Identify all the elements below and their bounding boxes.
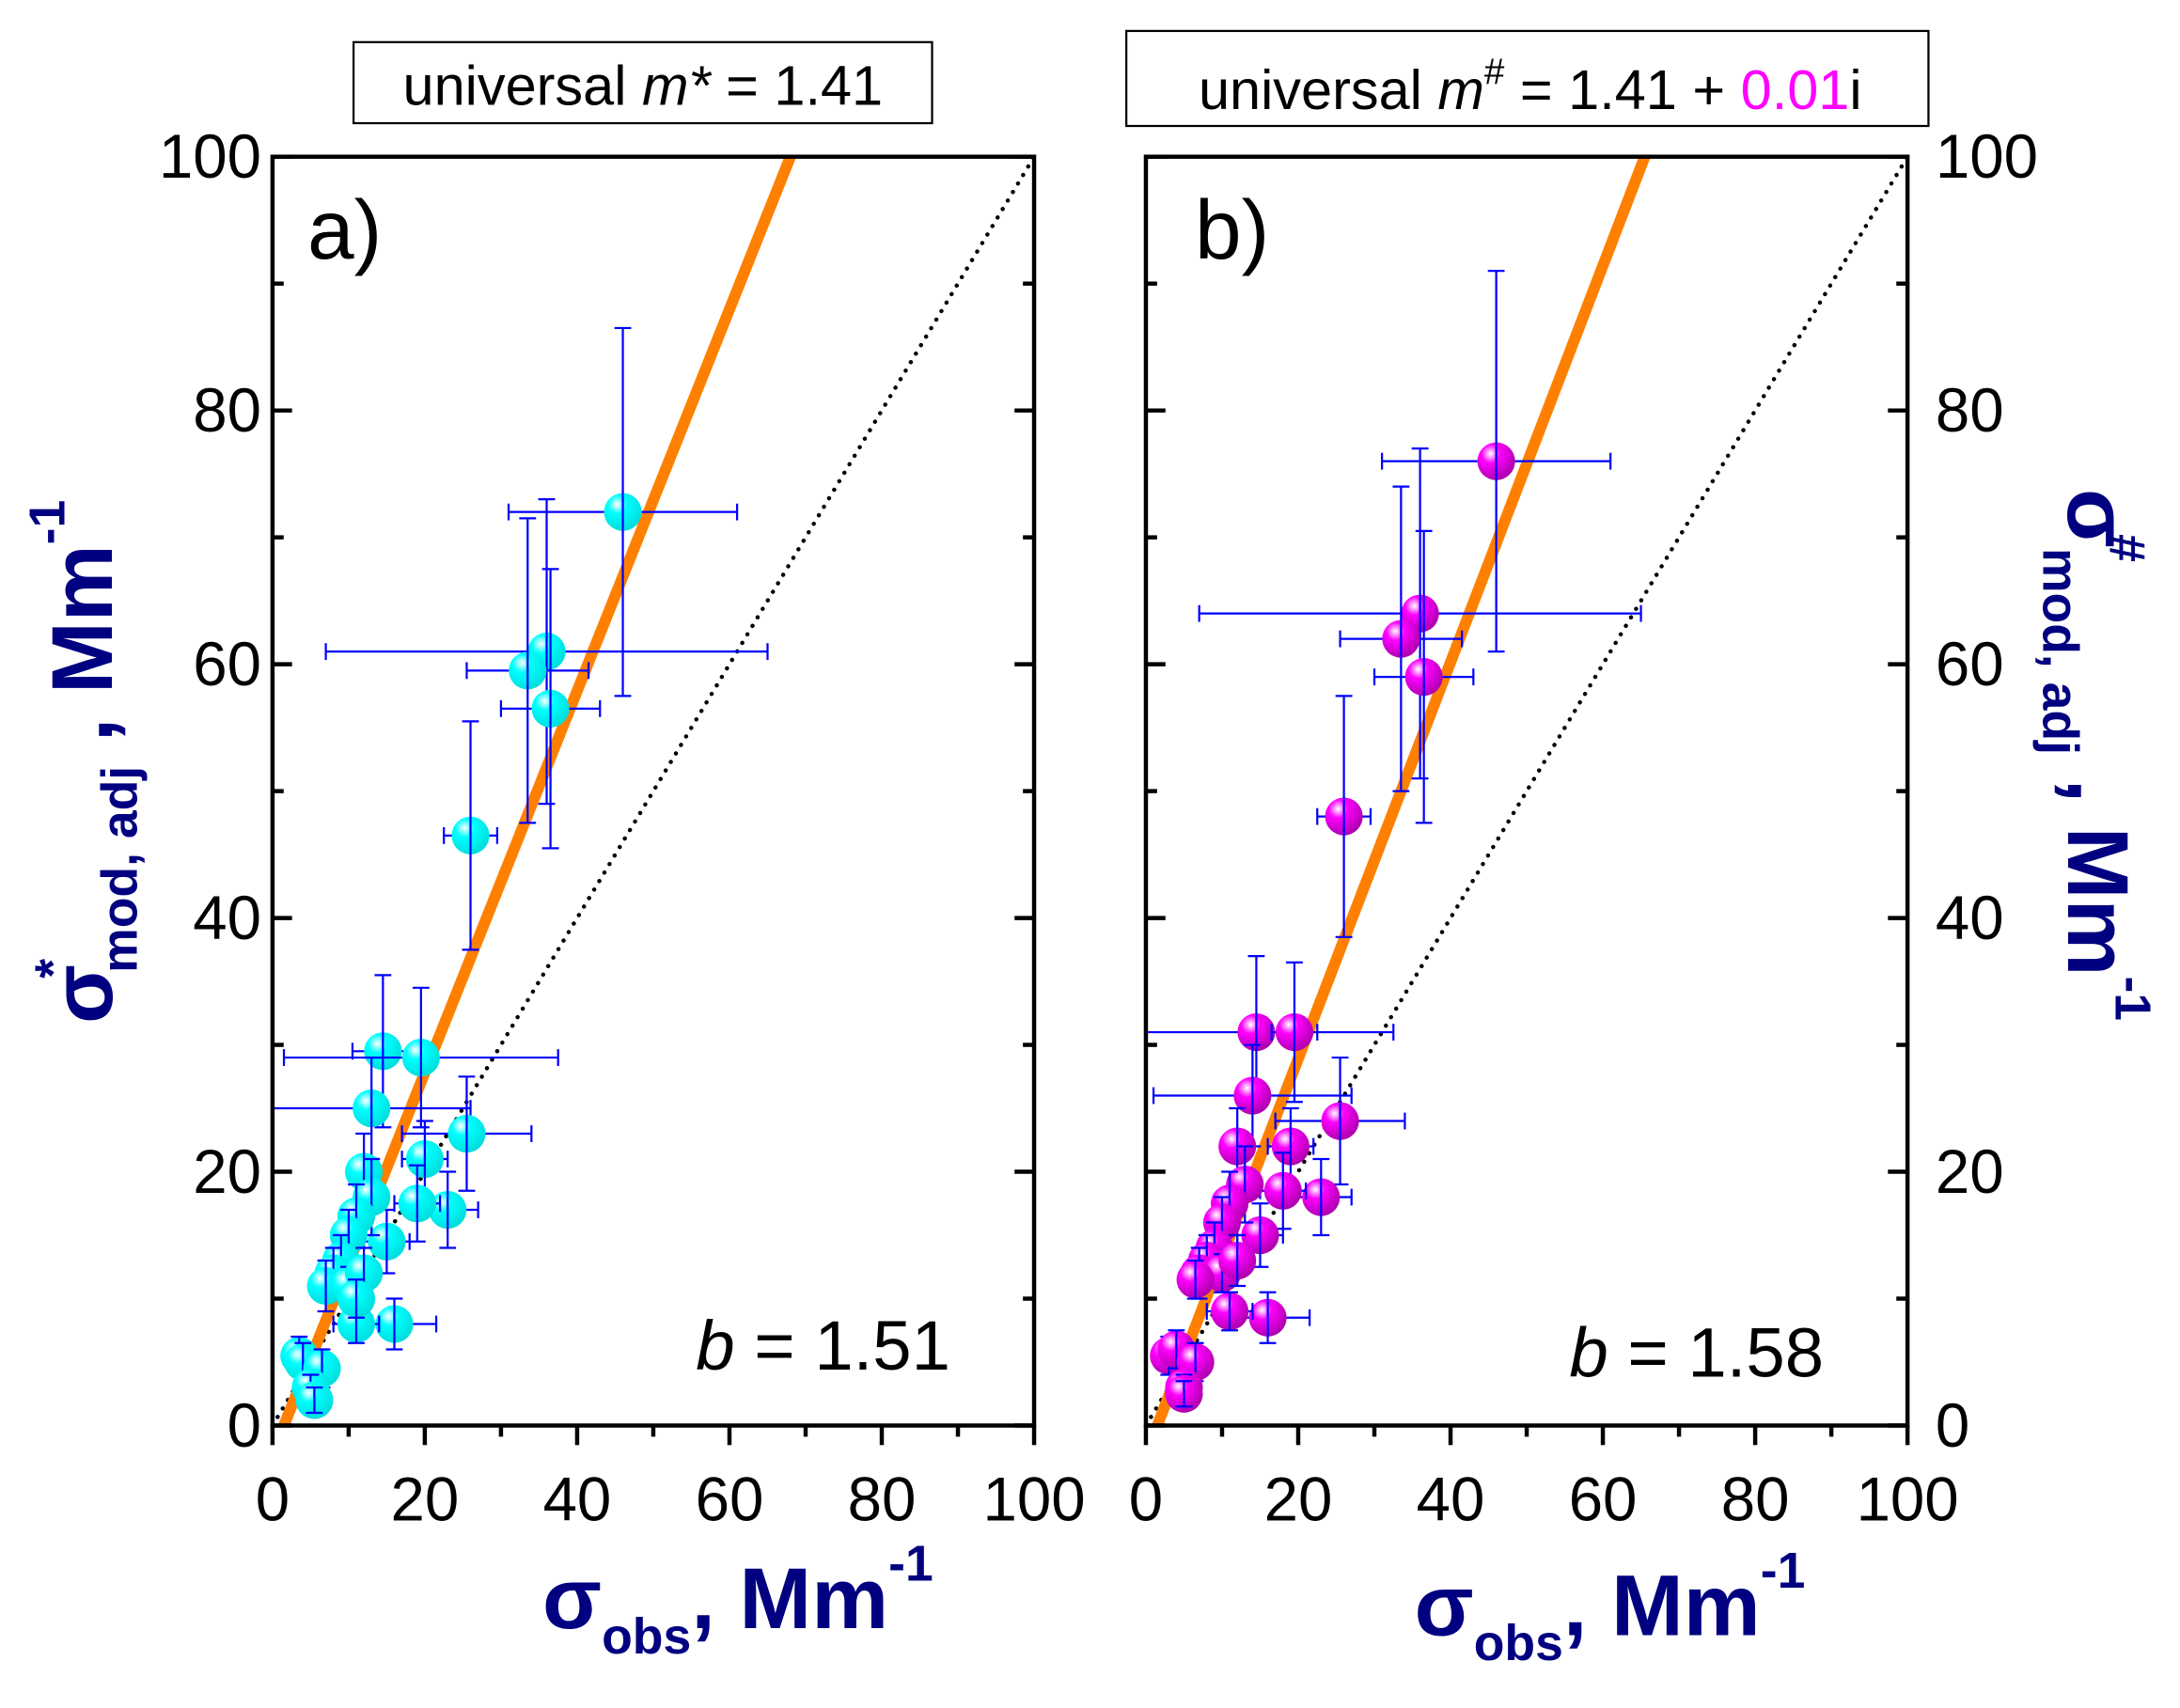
data-point — [1144, 954, 1395, 1110]
x-tick-label: 100 — [982, 1465, 1085, 1534]
x-tick-label: 80 — [1721, 1465, 1790, 1534]
data-point — [1259, 1152, 1308, 1230]
x-tick-label: 0 — [256, 1465, 290, 1534]
data-point — [324, 498, 769, 806]
data-point — [465, 517, 590, 824]
y-tick-label: 20 — [1936, 1137, 2004, 1206]
panel-label-b: b) — [1195, 182, 1269, 276]
panel-a: 0 20 40 60 80 100 0 20 40 60 80 100 — [159, 122, 1086, 1534]
title-rest: = 1.41 + — [1504, 58, 1740, 121]
title-prefix: universal — [403, 55, 642, 118]
title-imag: 0.01 — [1741, 58, 1850, 121]
y-axis-title-a: σ* mod, adj , Mm-1 — [20, 500, 148, 1024]
y-tick-label: 80 — [1936, 376, 2004, 445]
data-point — [295, 1381, 334, 1419]
data-point — [499, 568, 602, 850]
y-tick-label: 40 — [1936, 884, 2004, 952]
x-tick-label: 60 — [696, 1465, 764, 1534]
data-point — [1218, 1233, 1257, 1288]
title-imag-suffix: i — [1849, 58, 1861, 121]
x-tick-label: 0 — [1129, 1465, 1163, 1534]
svg-text:universal m# = 1.41 + 0.01i: universal m# = 1.41 + 0.01i — [1199, 52, 1862, 121]
svg-text:universal m* = 1.41: universal m* = 1.41 — [403, 55, 884, 118]
x-tick-label: 40 — [543, 1465, 612, 1534]
x-tick-label: 100 — [1857, 1465, 1959, 1534]
data-point — [400, 1075, 533, 1192]
data-point — [1176, 1259, 1215, 1300]
title-var: m — [642, 55, 689, 118]
title-sup: # — [1484, 52, 1505, 92]
data-point — [393, 1164, 442, 1243]
data-point — [282, 986, 559, 1129]
data-point — [1152, 1043, 1353, 1148]
y-tick-label: 100 — [159, 122, 261, 191]
y-axis-title-b: σ#mod, adj , Mm-1 — [2031, 489, 2159, 1021]
x-tick-label: 40 — [1417, 1465, 1485, 1534]
x-tick-label: 20 — [391, 1465, 460, 1534]
y-tick-label: 40 — [193, 884, 261, 952]
exponent-annotation-b: b = 1.58 — [1569, 1313, 1824, 1391]
title-sup: * — [688, 55, 712, 118]
title-rest: = 1.41 — [711, 55, 883, 118]
data-point — [1316, 695, 1372, 938]
title-var: m — [1437, 58, 1484, 121]
x-tick-label: 60 — [1569, 1465, 1638, 1534]
y-tick-label: 60 — [193, 630, 261, 698]
y-tick-label: 100 — [1936, 122, 2038, 191]
title-prefix: universal — [1199, 58, 1437, 121]
data-point — [1372, 529, 1475, 824]
title-box-b: universal m# = 1.41 + 0.01i — [1125, 29, 1930, 128]
data-point — [1266, 1106, 1315, 1186]
one-to-one-line — [1143, 154, 1910, 1428]
y-tick-label: 0 — [1936, 1391, 1969, 1460]
x-tick-label: 20 — [1264, 1465, 1333, 1534]
exponent-annotation-a: b = 1.51 — [696, 1307, 950, 1385]
panel-label-a: a) — [307, 182, 382, 276]
data-point — [1198, 447, 1642, 780]
y-tick-label: 20 — [193, 1137, 261, 1206]
y-tick-label: 80 — [193, 376, 261, 445]
data-point — [400, 1120, 449, 1199]
one-to-one-line — [270, 154, 1037, 1428]
data-point — [337, 1278, 376, 1319]
data-point — [1165, 1374, 1203, 1413]
y-tick-label: 60 — [1936, 630, 2004, 698]
x-axis-title-b: σobs, Mm-1 — [1415, 1543, 1806, 1671]
x-tick-label: 80 — [848, 1465, 917, 1534]
data-point — [443, 720, 498, 951]
x-axis-title-a: σobs, Mm-1 — [542, 1537, 933, 1665]
data-point — [1270, 961, 1319, 1104]
data-point — [1205, 1291, 1254, 1332]
data-point — [1339, 485, 1464, 792]
data-point — [1274, 1056, 1406, 1186]
title-box-a: universal m* = 1.41 — [352, 40, 933, 125]
y-tick-label: 0 — [227, 1391, 261, 1460]
